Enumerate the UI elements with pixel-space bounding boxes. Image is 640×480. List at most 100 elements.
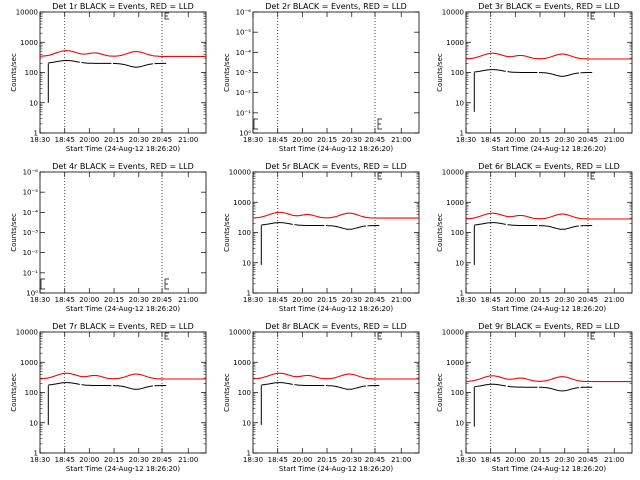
panel-title: Det 6r BLACK = Events, RED = LLD bbox=[478, 162, 620, 171]
x-tick-label: 18:45 bbox=[55, 456, 75, 464]
x-tick-label: 20:30 bbox=[555, 296, 575, 304]
x-tick-label: 18:45 bbox=[481, 456, 501, 464]
x-tick-label: 20:00 bbox=[79, 456, 99, 464]
x-tick-label: 21:00 bbox=[604, 456, 624, 464]
y-axis-label: Counts/sec bbox=[10, 53, 18, 92]
panel-title: Det 2r BLACK = Events, RED = LLD bbox=[265, 2, 407, 11]
y-tick-label: 10000 bbox=[16, 329, 38, 337]
y-tick-label: 1 bbox=[247, 450, 251, 458]
y-tick-label: 10 bbox=[455, 419, 464, 427]
x-tick-label: 18:45 bbox=[55, 136, 75, 144]
panel-title: Det 5r BLACK = Events, RED = LLD bbox=[265, 162, 407, 171]
x-tick-label: 21:00 bbox=[178, 136, 198, 144]
x-tick-label: 18:30 bbox=[30, 296, 50, 304]
x-tick-label: 18:45 bbox=[268, 456, 288, 464]
panel-title: Det 7r BLACK = Events, RED = LLD bbox=[52, 322, 194, 331]
x-tick-label: 20:00 bbox=[292, 136, 312, 144]
y-tick-label: 10⁻³ bbox=[236, 69, 252, 77]
lld-series-line bbox=[253, 211, 419, 219]
events-series-segment bbox=[326, 385, 366, 390]
lld-series-line bbox=[40, 372, 206, 380]
x-tick-label: 20:00 bbox=[505, 456, 525, 464]
x-tick-label: 20:15 bbox=[317, 136, 337, 144]
x-tick-label: 21:00 bbox=[178, 456, 198, 464]
y-tick-label: 1000 bbox=[446, 199, 464, 207]
x-tick-label: 20:45 bbox=[578, 296, 598, 304]
x-tick-label: 20:45 bbox=[578, 136, 598, 144]
events-series-segment bbox=[474, 383, 506, 388]
y-tick-label: 10 bbox=[242, 259, 251, 267]
x-axis-label: Start Time (24-Aug-12 18:26:20) bbox=[279, 305, 393, 313]
y-tick-label: 10000 bbox=[16, 9, 38, 17]
events-series-segment bbox=[294, 224, 325, 227]
x-axis-label: Start Time (24-Aug-12 18:26:20) bbox=[492, 145, 606, 153]
y-tick-label: 10⁰ bbox=[26, 290, 38, 298]
y-tick-label: 1000 bbox=[233, 359, 251, 367]
x-tick-label: 20:15 bbox=[104, 136, 124, 144]
y-tick-label: 1 bbox=[34, 450, 38, 458]
y-tick-label: 10⁻⁴ bbox=[236, 49, 252, 57]
panel-title: Det 9r BLACK = Events, RED = LLD bbox=[478, 322, 620, 331]
x-tick-label: 18:30 bbox=[30, 136, 50, 144]
y-tick-label: 1000 bbox=[233, 199, 251, 207]
interval-marker bbox=[164, 278, 170, 290]
interval-marker bbox=[377, 118, 383, 130]
y-tick-label: 1 bbox=[247, 290, 251, 298]
panel-det-6: Det 6r BLACK = Events, RED = LLD 1 10 100 10… bbox=[436, 162, 633, 313]
y-tick-label: 1 bbox=[34, 130, 38, 138]
x-tick-label: 20:45 bbox=[365, 456, 385, 464]
events-series-segment bbox=[539, 225, 579, 230]
y-tick-label: 10000 bbox=[442, 329, 464, 337]
x-tick-label: 18:30 bbox=[243, 296, 263, 304]
y-axis-label: Counts/sec bbox=[436, 213, 444, 252]
panel-det-9: Det 9r BLACK = Events, RED = LLD 1 10 100 10… bbox=[436, 322, 633, 473]
x-tick-label: 20:00 bbox=[79, 296, 99, 304]
interval-marker bbox=[253, 118, 258, 130]
x-tick-label: 20:00 bbox=[292, 456, 312, 464]
y-tick-label: 10⁻¹ bbox=[23, 269, 39, 277]
interval-marker bbox=[377, 172, 383, 180]
x-tick-label: 20:15 bbox=[104, 456, 124, 464]
y-axis-label: Counts/sec bbox=[223, 373, 231, 412]
events-series-segment bbox=[48, 60, 80, 64]
interval-marker bbox=[164, 332, 170, 340]
y-tick-label: 1 bbox=[460, 290, 464, 298]
y-tick-label: 10 bbox=[455, 259, 464, 267]
events-series-segment bbox=[261, 382, 293, 386]
x-tick-label: 18:30 bbox=[30, 456, 50, 464]
y-tick-label: 10⁻⁵ bbox=[236, 29, 252, 37]
x-tick-label: 21:00 bbox=[391, 296, 411, 304]
y-tick-label: 1000 bbox=[20, 359, 38, 367]
x-tick-label: 18:30 bbox=[456, 136, 476, 144]
y-tick-label: 10000 bbox=[229, 329, 251, 337]
x-tick-label: 20:45 bbox=[152, 296, 172, 304]
x-tick-label: 20:45 bbox=[152, 456, 172, 464]
y-tick-label: 100 bbox=[451, 229, 464, 237]
events-series-segment bbox=[507, 71, 538, 73]
events-series-segment bbox=[294, 384, 325, 387]
y-tick-label: 1000 bbox=[20, 39, 38, 47]
y-tick-label: 10 bbox=[29, 419, 38, 427]
y-tick-label: 10⁻⁵ bbox=[23, 189, 39, 197]
y-tick-label: 100 bbox=[451, 389, 464, 397]
events-series-segment bbox=[48, 382, 80, 386]
x-axis-label: Start Time (24-Aug-12 18:26:20) bbox=[492, 465, 606, 473]
events-series-segment bbox=[474, 222, 506, 226]
events-series-segment bbox=[81, 62, 112, 64]
x-tick-label: 18:45 bbox=[268, 136, 288, 144]
x-tick-label: 21:00 bbox=[178, 296, 198, 304]
y-tick-label: 100 bbox=[238, 229, 251, 237]
x-tick-label: 20:00 bbox=[505, 136, 525, 144]
lld-series-line bbox=[39, 50, 206, 57]
x-tick-label: 18:45 bbox=[268, 296, 288, 304]
x-tick-label: 21:00 bbox=[604, 136, 624, 144]
x-tick-label: 20:45 bbox=[578, 456, 598, 464]
x-tick-label: 20:15 bbox=[104, 296, 124, 304]
x-tick-label: 20:15 bbox=[530, 456, 550, 464]
lld-series-line bbox=[253, 372, 419, 380]
y-tick-label: 10⁻¹ bbox=[236, 109, 252, 117]
panel-title: Det 3r BLACK = Events, RED = LLD bbox=[478, 2, 620, 11]
interval-marker bbox=[40, 278, 45, 290]
x-tick-label: 20:30 bbox=[342, 456, 362, 464]
y-tick-label: 10 bbox=[242, 419, 251, 427]
